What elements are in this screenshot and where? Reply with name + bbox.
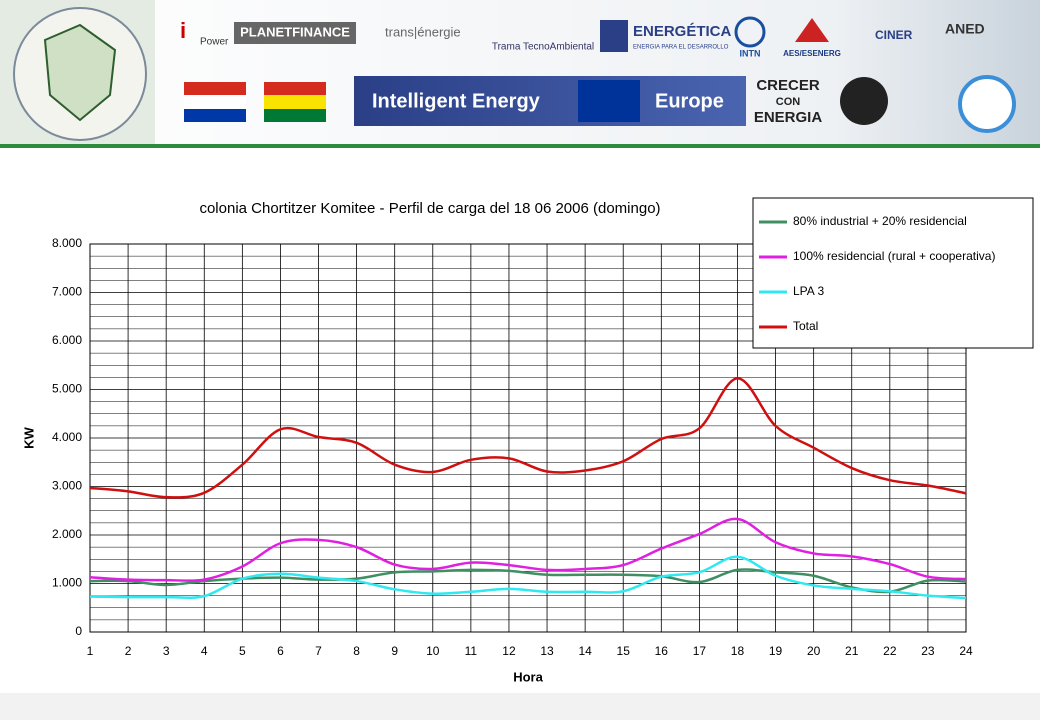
- legend-label: 80% industrial + 20% residencial: [793, 214, 967, 228]
- logo: ENERGÉTICA: [633, 23, 732, 40]
- y-tick-label: 8.000: [52, 236, 82, 250]
- x-tick-label: 3: [163, 644, 170, 658]
- x-tick-label: 14: [578, 644, 592, 658]
- y-tick-label: 5.000: [52, 382, 82, 396]
- logo: ANED: [945, 21, 985, 37]
- x-tick-label: 21: [845, 644, 859, 658]
- series-line: [89, 555, 967, 600]
- flag: [184, 82, 246, 95]
- y-tick-label: 4.000: [52, 430, 82, 444]
- flag: [264, 109, 326, 122]
- logo: ENERGIA PARA EL DESARROLLO: [633, 45, 729, 51]
- legend-label: 100% residencial (rural + cooperativa): [793, 249, 995, 263]
- y-tick-label: 0: [75, 624, 82, 638]
- x-tick-label: 16: [655, 644, 669, 658]
- logo: PLANETFINANCE: [240, 24, 350, 39]
- x-tick-label: 15: [617, 644, 631, 658]
- logo: AES/ESENERG: [783, 49, 841, 58]
- x-tick-label: 1: [87, 644, 94, 658]
- logo-mark: [734, 16, 766, 48]
- logo-box: [600, 20, 628, 52]
- programme-banner: [354, 76, 746, 126]
- flag: [264, 95, 326, 109]
- logo: CINER: [875, 28, 913, 42]
- logo: Power: [200, 37, 229, 48]
- footer: [0, 693, 1040, 720]
- x-tick-label: 6: [277, 644, 284, 658]
- decor-circle: [958, 75, 1016, 133]
- logo: trans|énergie: [385, 24, 461, 39]
- x-tick-label: 24: [959, 644, 973, 658]
- slogan-mark: [840, 77, 888, 125]
- x-tick-label: 9: [391, 644, 398, 658]
- plot-frame: [89, 243, 967, 633]
- header-rule: [0, 144, 1040, 148]
- x-tick-label: 23: [921, 644, 935, 658]
- x-tick-label: 17: [693, 644, 707, 658]
- slogan: ENERGIA: [754, 109, 823, 126]
- y-tick-label: 6.000: [52, 333, 82, 347]
- x-tick-label: 12: [502, 644, 516, 658]
- x-tick-label: 19: [769, 644, 783, 658]
- x-tick-label: 13: [540, 644, 554, 658]
- x-tick-label: 20: [807, 644, 821, 658]
- x-tick-label: 5: [239, 644, 246, 658]
- logo-mark: i: [180, 18, 186, 43]
- logo-mark: [795, 18, 829, 42]
- x-tick-label: 22: [883, 644, 897, 658]
- slogan: CON: [776, 96, 801, 108]
- x-tick-label: 11: [465, 644, 478, 658]
- y-tick-label: 2.000: [52, 527, 82, 541]
- legend-label: Total: [793, 319, 818, 333]
- plot: 0 1.000 2.000 3.000 4.000 5.000 6.000 7.000 8.00…: [52, 197, 1034, 658]
- series-line: [89, 377, 967, 499]
- flag: [264, 82, 326, 95]
- slogan: CRECER: [756, 77, 820, 94]
- series-line: [89, 517, 967, 583]
- x-tick-label: 4: [201, 644, 208, 658]
- logo: Trama TecnoAmbiental: [492, 42, 594, 53]
- x-tick-label: 8: [353, 644, 360, 658]
- logo: INTN: [740, 48, 761, 58]
- x-tick-label: 2: [125, 644, 132, 658]
- x-tick-label: 10: [426, 644, 440, 658]
- x-tick-label: 7: [315, 644, 322, 658]
- y-tick-label: 3.000: [52, 479, 82, 493]
- y-tick-label: 7.000: [52, 285, 82, 299]
- logo-box: [234, 22, 356, 44]
- y-tick-label: 1.000: [52, 576, 82, 590]
- eu-flag: [578, 80, 640, 122]
- legend-label: LPA 3: [793, 284, 824, 298]
- chart-title: colonia Chortitzer Komitee - Perfil de c…: [199, 200, 660, 217]
- programme: Intelligent Energy: [372, 90, 541, 112]
- flag: [184, 109, 246, 122]
- x-tick-label: 18: [731, 644, 745, 658]
- programme: Europe: [655, 90, 724, 112]
- x-axis-label: Hora: [513, 669, 543, 684]
- legend-box: [752, 197, 1034, 349]
- y-axis-label: KW: [21, 426, 36, 448]
- map-region: [43, 23, 117, 122]
